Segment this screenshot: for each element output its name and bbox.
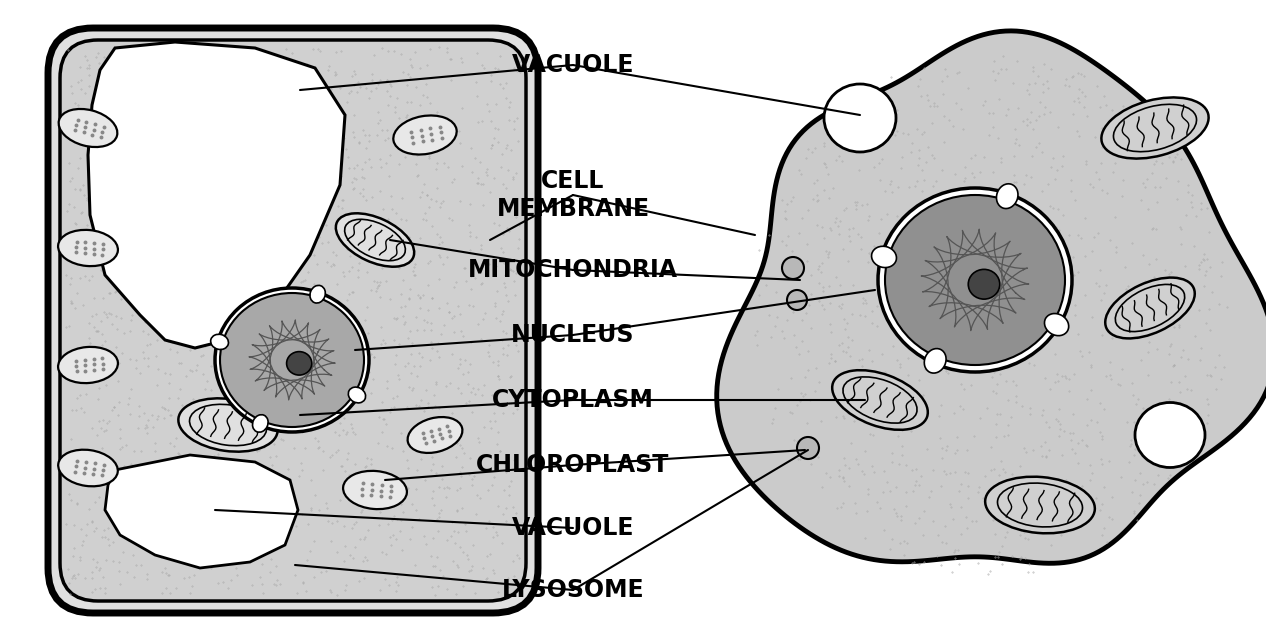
- Ellipse shape: [58, 230, 118, 266]
- Ellipse shape: [179, 398, 277, 452]
- Text: NUCLEUS: NUCLEUS: [511, 323, 634, 347]
- Ellipse shape: [408, 417, 462, 453]
- Ellipse shape: [58, 109, 118, 147]
- Text: CHLOROPLAST: CHLOROPLAST: [476, 453, 670, 477]
- Ellipse shape: [787, 290, 806, 310]
- Ellipse shape: [310, 285, 325, 303]
- Ellipse shape: [1136, 403, 1205, 467]
- Polygon shape: [717, 31, 1266, 563]
- Ellipse shape: [394, 115, 457, 154]
- Ellipse shape: [985, 477, 1095, 533]
- Ellipse shape: [824, 84, 896, 152]
- Ellipse shape: [58, 347, 118, 383]
- Ellipse shape: [335, 213, 414, 267]
- Ellipse shape: [924, 349, 946, 373]
- Ellipse shape: [1115, 284, 1185, 332]
- Ellipse shape: [998, 483, 1082, 527]
- Text: LYSOSOME: LYSOSOME: [501, 578, 644, 602]
- Ellipse shape: [782, 257, 804, 279]
- Text: CELL
MEMBRANE: CELL MEMBRANE: [496, 169, 649, 221]
- Ellipse shape: [885, 195, 1065, 365]
- Ellipse shape: [871, 246, 896, 268]
- Ellipse shape: [286, 351, 311, 375]
- Ellipse shape: [58, 450, 118, 486]
- Ellipse shape: [252, 415, 268, 432]
- Ellipse shape: [968, 269, 1000, 299]
- Ellipse shape: [348, 387, 366, 403]
- Ellipse shape: [210, 334, 228, 349]
- FancyBboxPatch shape: [60, 40, 525, 601]
- FancyBboxPatch shape: [48, 28, 538, 613]
- Ellipse shape: [220, 293, 365, 427]
- Ellipse shape: [843, 377, 917, 423]
- Ellipse shape: [190, 404, 266, 445]
- Polygon shape: [105, 455, 298, 568]
- Text: CYTOPLASM: CYTOPLASM: [492, 388, 655, 412]
- Ellipse shape: [215, 288, 368, 432]
- Ellipse shape: [1101, 97, 1209, 159]
- Ellipse shape: [344, 220, 405, 260]
- Ellipse shape: [1113, 104, 1196, 152]
- Text: MITOCHONDRIA: MITOCHONDRIA: [468, 258, 679, 282]
- Ellipse shape: [1044, 314, 1069, 335]
- Ellipse shape: [343, 471, 406, 509]
- Ellipse shape: [879, 188, 1072, 372]
- Text: VACUOLE: VACUOLE: [511, 516, 634, 540]
- Ellipse shape: [798, 437, 819, 459]
- Polygon shape: [89, 42, 346, 348]
- Text: VACUOLE: VACUOLE: [511, 53, 634, 77]
- Ellipse shape: [832, 370, 928, 430]
- Ellipse shape: [1105, 278, 1195, 339]
- Ellipse shape: [996, 184, 1018, 209]
